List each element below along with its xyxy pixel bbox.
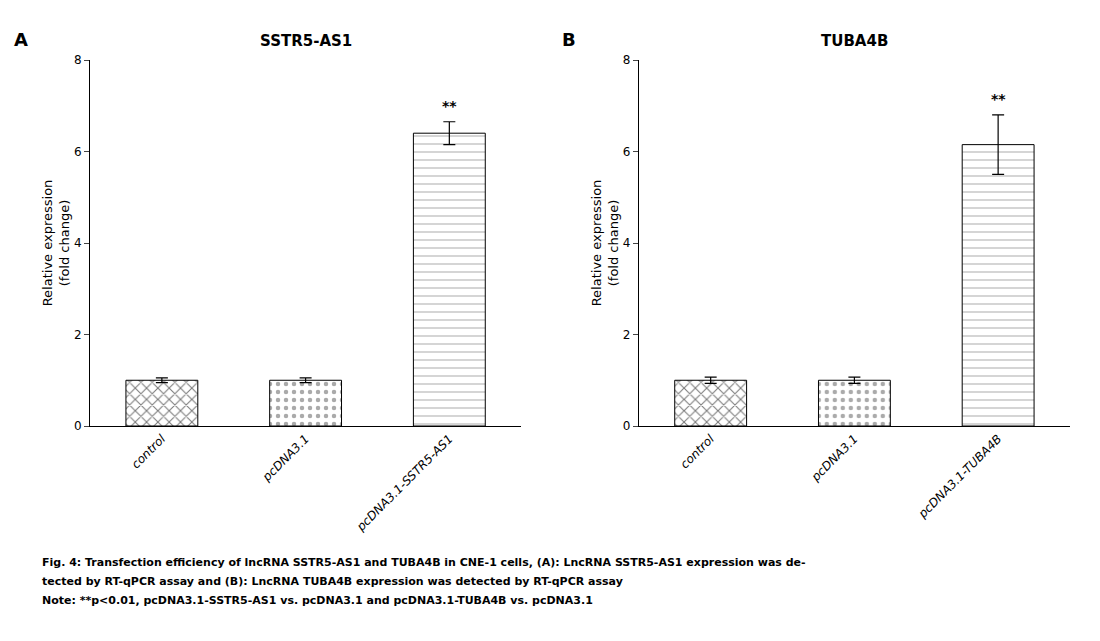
svg-text:Note: **p<0.01, pcDNA3.1-SSTR5: Note: **p<0.01, pcDNA3.1-SSTR5-AS1 vs. p… (42, 594, 593, 607)
svg-text:SSTR5-AS1: SSTR5-AS1 (260, 32, 352, 50)
svg-text:Relative expression(fold chang: Relative expression(fold change) (40, 180, 72, 307)
svg-text:control: control (678, 431, 718, 471)
svg-text:**: ** (442, 98, 457, 114)
svg-text:tected by RT-qPCR assay and (B: tected by RT-qPCR assay and (B): LncRNA … (42, 575, 623, 588)
svg-text:4: 4 (74, 236, 82, 250)
svg-text:TUBA4B: TUBA4B (821, 32, 888, 50)
svg-text:Relative expression(fold chang: Relative expression(fold change) (589, 180, 621, 307)
svg-text:pcDNA3.1: pcDNA3.1 (808, 432, 861, 485)
svg-text:**: ** (991, 91, 1006, 107)
svg-text:0: 0 (74, 419, 82, 433)
svg-text:Fig. 4: Transfection efficienc: Fig. 4: Transfection efficiency of lncRN… (42, 556, 806, 569)
svg-text:6: 6 (623, 145, 631, 159)
svg-text:0: 0 (623, 419, 631, 433)
svg-text:6: 6 (74, 145, 82, 159)
svg-text:8: 8 (623, 53, 631, 67)
svg-text:A: A (14, 29, 28, 50)
svg-text:B: B (562, 29, 576, 50)
svg-text:2: 2 (74, 328, 82, 342)
svg-text:control: control (129, 431, 169, 471)
svg-text:pcDNA3.1: pcDNA3.1 (259, 432, 312, 485)
svg-text:8: 8 (74, 53, 82, 67)
svg-text:pcDNA3.1-TUBA4B: pcDNA3.1-TUBA4B (915, 432, 1005, 522)
svg-text:4: 4 (623, 236, 631, 250)
svg-text:2: 2 (623, 328, 631, 342)
svg-text:pcDNA3.1-SSTR5-AS1: pcDNA3.1-SSTR5-AS1 (353, 432, 456, 535)
